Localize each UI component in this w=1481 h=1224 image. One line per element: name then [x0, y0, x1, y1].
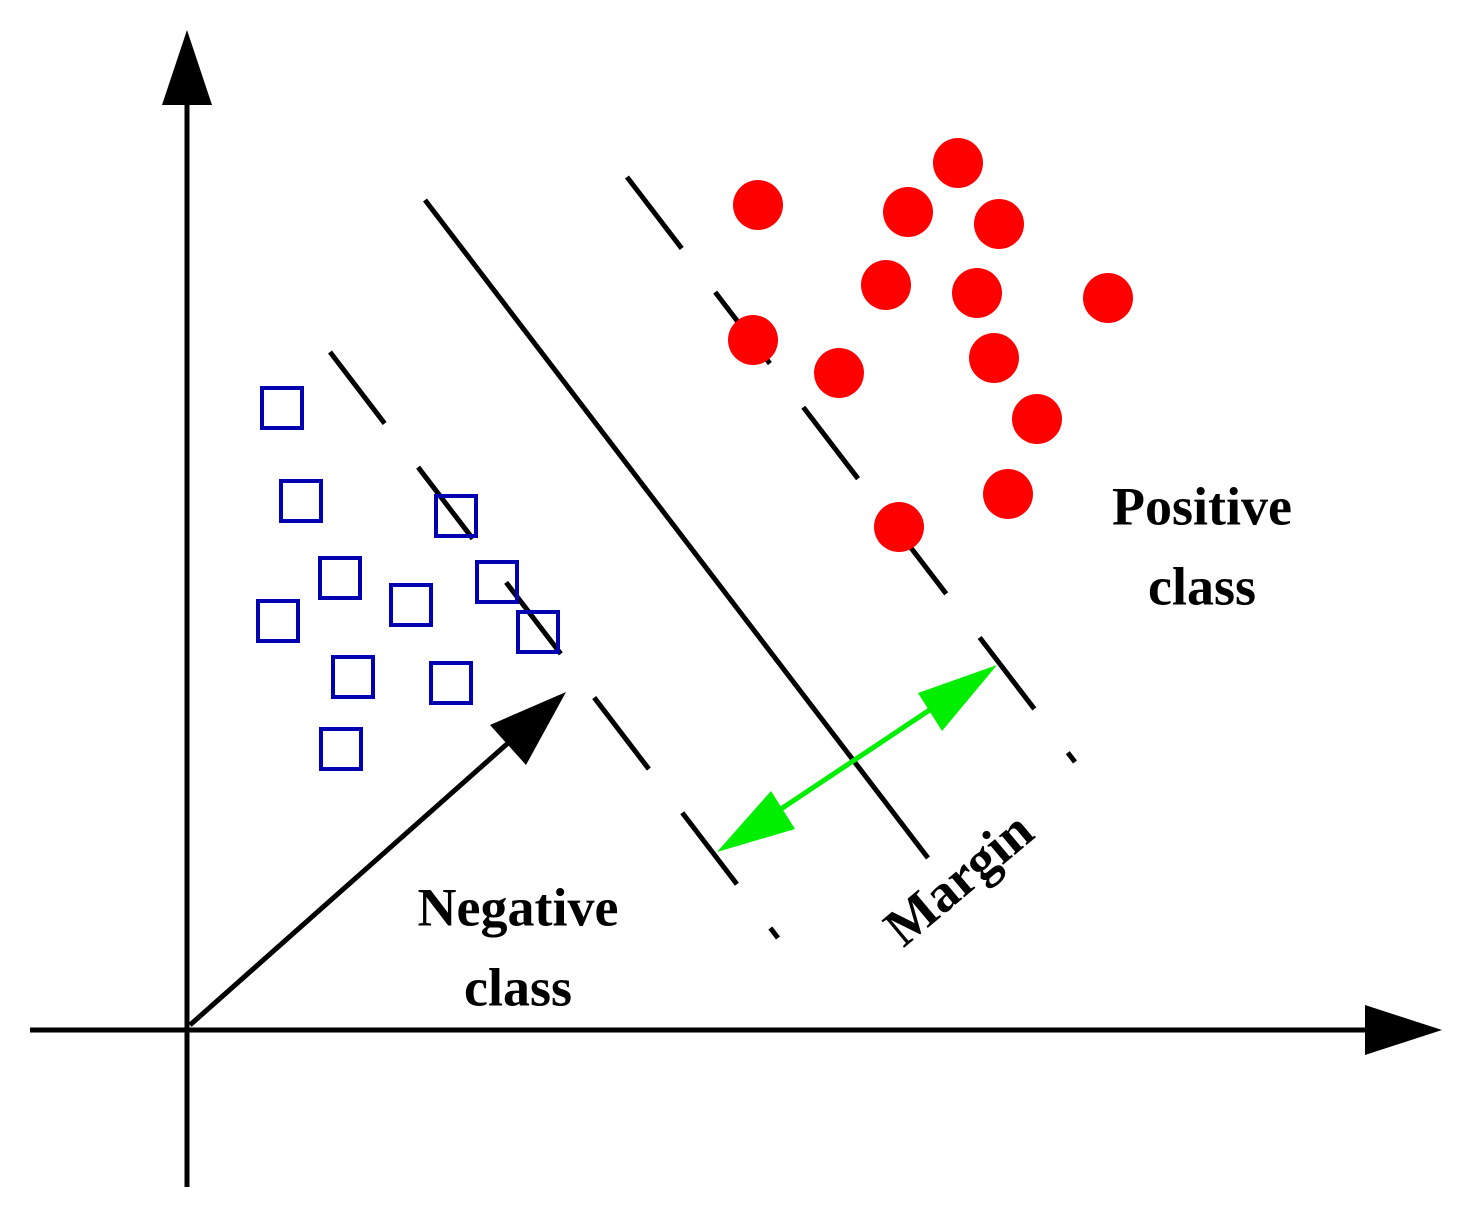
margin-label: Margin	[872, 800, 1044, 958]
positive-sample	[1083, 273, 1133, 323]
margin-arrow-head	[918, 665, 997, 731]
margin-line-positive	[625, 175, 1077, 764]
positive-sample	[933, 138, 983, 188]
x-axis-arrow	[1365, 1005, 1442, 1055]
negative-sample	[475, 560, 519, 604]
positive-sample	[861, 260, 911, 310]
weight-vector	[188, 726, 527, 1027]
weight-vector-head	[490, 692, 566, 765]
positive-sample	[969, 333, 1019, 383]
hyperplane	[423, 198, 930, 860]
negative-sample	[260, 386, 304, 430]
negative-samples	[256, 386, 560, 771]
positive-sample	[983, 469, 1033, 519]
margin-line-negative	[328, 350, 780, 940]
negative-sample	[319, 727, 363, 771]
margin-arrow	[758, 690, 957, 826]
negative-sample	[516, 610, 560, 654]
negative-sample	[279, 479, 323, 523]
positive-label: Positive	[1112, 476, 1292, 536]
positive-label: class	[1148, 556, 1256, 616]
positive-sample	[874, 502, 924, 552]
positive-sample	[952, 268, 1002, 318]
positive-sample	[883, 187, 933, 237]
positive-sample	[974, 199, 1024, 249]
positive-sample	[1012, 394, 1062, 444]
positive-sample	[733, 180, 783, 230]
margin-arrow-tail	[717, 791, 795, 852]
negative-sample	[434, 494, 478, 538]
negative-sample	[256, 599, 300, 643]
positive-sample	[814, 348, 864, 398]
negative-sample	[331, 655, 375, 699]
negative-label: class	[464, 957, 572, 1017]
positive-samples	[728, 138, 1133, 552]
negative-sample	[318, 556, 362, 600]
negative-sample	[429, 661, 473, 705]
negative-sample	[389, 583, 433, 627]
y-axis-arrow	[162, 30, 212, 105]
positive-sample	[728, 315, 778, 365]
negative-label: Negative	[418, 877, 619, 937]
